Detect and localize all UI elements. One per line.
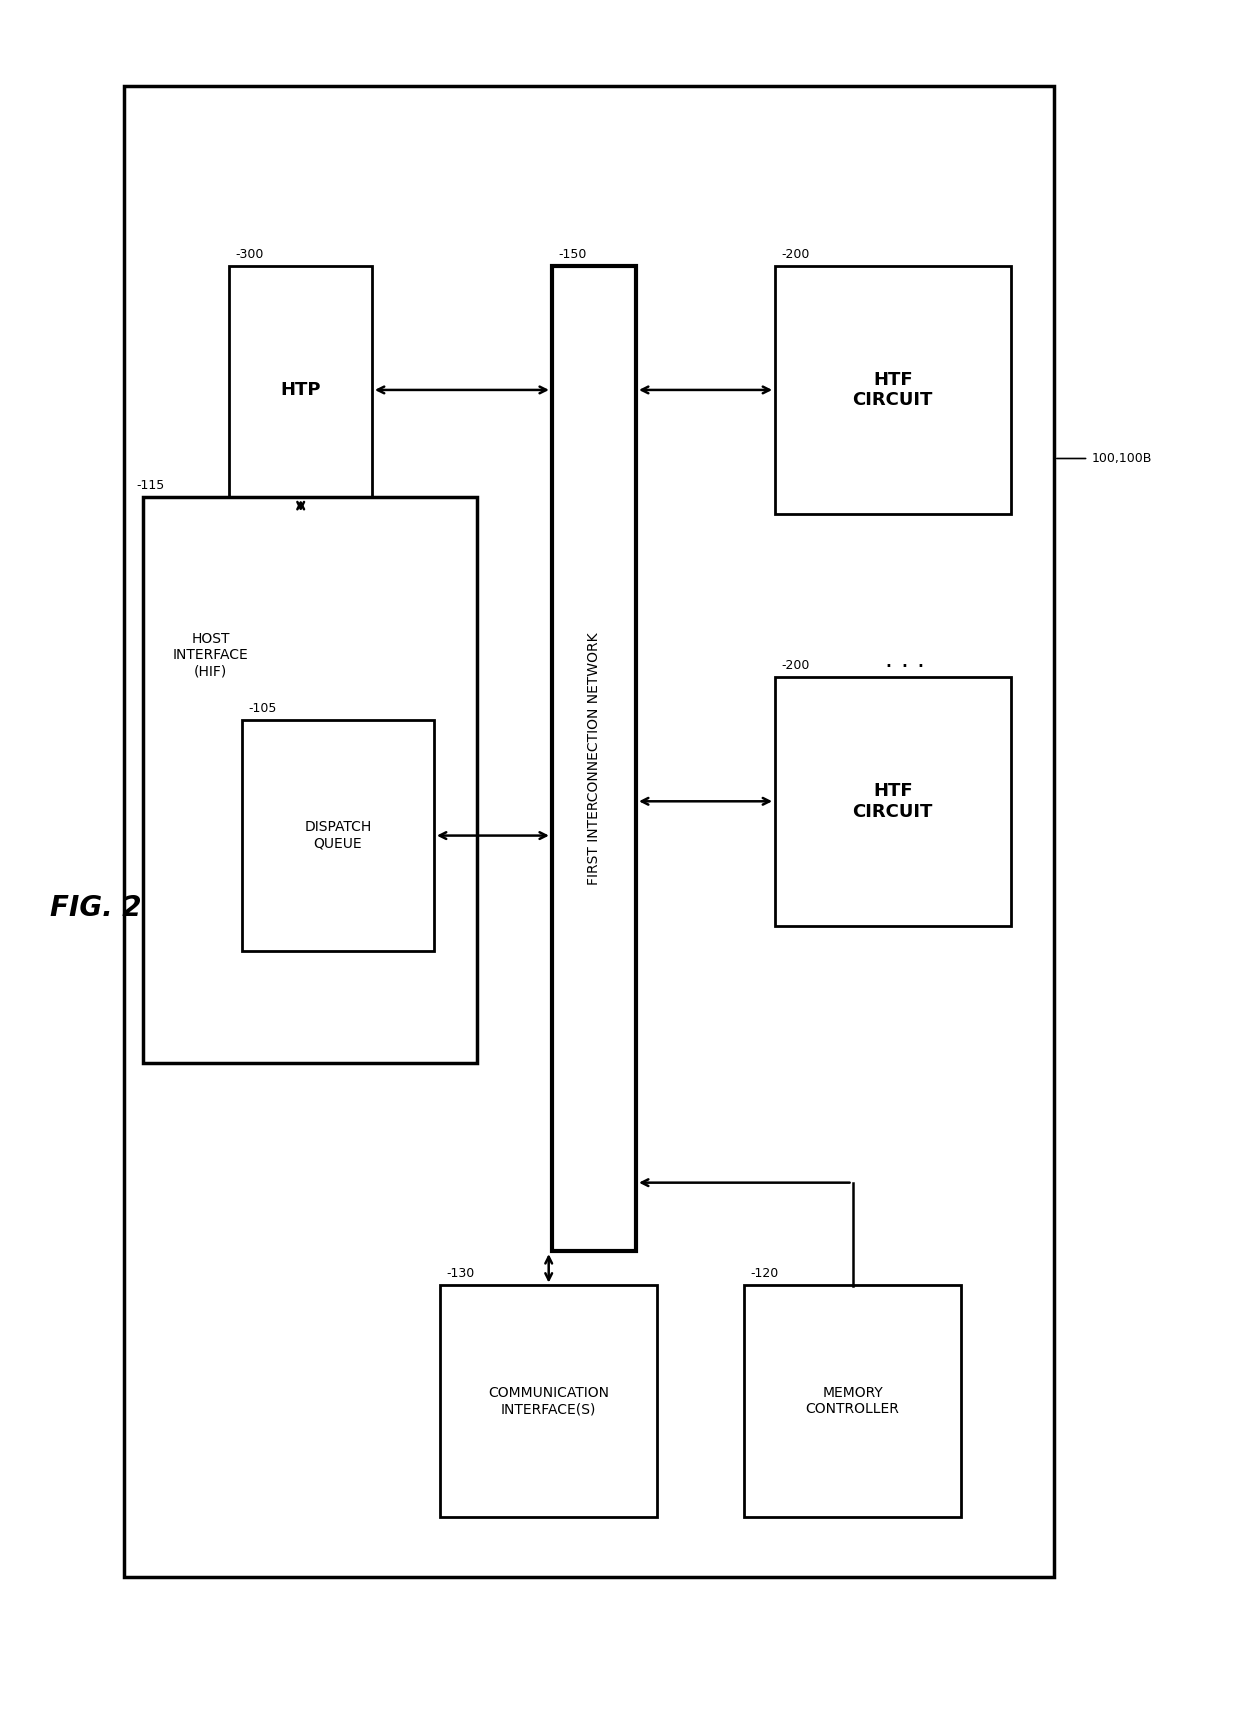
- Text: HTP: HTP: [280, 381, 321, 399]
- Text: -120: -120: [750, 1267, 779, 1280]
- Bar: [775, 266, 1011, 514]
- Text: 100,100B: 100,100B: [1056, 452, 1152, 464]
- Text: DISPATCH
QUEUE: DISPATCH QUEUE: [304, 821, 372, 850]
- Text: -150: -150: [558, 247, 587, 261]
- Text: -200: -200: [781, 247, 810, 261]
- Text: HTF
CIRCUIT: HTF CIRCUIT: [853, 370, 932, 410]
- Bar: [744, 1286, 961, 1517]
- Text: COMMUNICATION
INTERFACE(S): COMMUNICATION INTERFACE(S): [489, 1387, 609, 1416]
- Bar: [229, 266, 372, 514]
- Bar: [124, 86, 1054, 1577]
- Text: -200: -200: [781, 658, 810, 672]
- Bar: [143, 497, 477, 1063]
- Text: HTF
CIRCUIT: HTF CIRCUIT: [853, 782, 932, 821]
- Text: FIRST INTERCONNECTION NETWORK: FIRST INTERCONNECTION NETWORK: [587, 632, 601, 884]
- Text: . . .: . . .: [885, 648, 925, 672]
- Text: HOST
INTERFACE
(HIF): HOST INTERFACE (HIF): [172, 632, 249, 679]
- Text: -115: -115: [136, 478, 165, 492]
- Text: -105: -105: [248, 701, 277, 715]
- Bar: [242, 720, 434, 951]
- Text: -300: -300: [236, 247, 264, 261]
- Bar: [775, 677, 1011, 926]
- Text: -130: -130: [446, 1267, 475, 1280]
- Bar: [552, 266, 636, 1251]
- Bar: [440, 1286, 657, 1517]
- Text: MEMORY
CONTROLLER: MEMORY CONTROLLER: [806, 1387, 899, 1416]
- Text: FIG. 2: FIG. 2: [50, 895, 141, 922]
